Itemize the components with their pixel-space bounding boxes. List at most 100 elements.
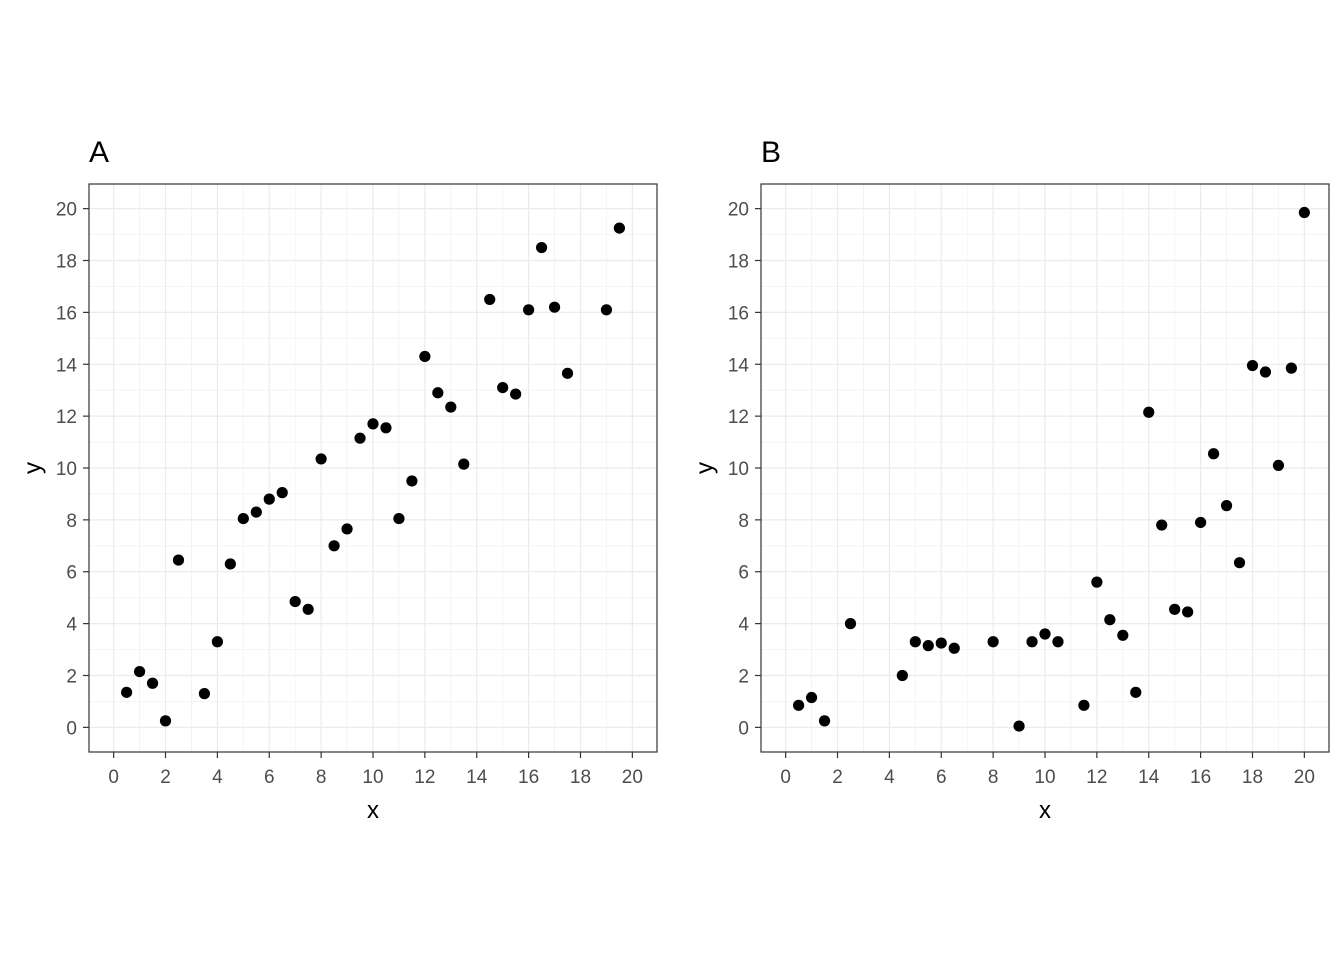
data-point — [146, 677, 159, 689]
data-point — [948, 642, 960, 654]
y-tick-label: 12 — [728, 407, 749, 428]
data-point — [600, 304, 613, 316]
data-point — [1207, 448, 1220, 460]
y-tick-label: 6 — [738, 563, 749, 584]
data-point — [1246, 359, 1259, 372]
data-point — [302, 603, 314, 615]
data-point — [1169, 603, 1181, 615]
panel-title: A — [89, 136, 109, 169]
data-point — [432, 387, 444, 399]
data-point — [935, 637, 947, 649]
x-axis-title: x — [1039, 797, 1051, 824]
y-tick-label: 8 — [738, 511, 749, 532]
data-point — [341, 523, 353, 535]
y-tick-label: 0 — [738, 718, 749, 739]
x-tick-label: 4 — [884, 767, 895, 788]
y-axis-title: y — [692, 462, 719, 474]
x-tick-label: 14 — [466, 767, 488, 788]
data-point — [1259, 366, 1272, 378]
data-point — [315, 453, 327, 465]
data-point — [484, 293, 496, 306]
x-tick-label: 6 — [264, 767, 275, 788]
data-point — [1052, 636, 1064, 648]
data-point — [793, 699, 805, 711]
data-point — [393, 512, 405, 525]
x-tick-label: 10 — [362, 767, 383, 788]
y-tick-label: 4 — [738, 615, 749, 636]
data-point — [909, 636, 921, 648]
data-point — [1182, 606, 1194, 618]
data-point — [1078, 699, 1090, 711]
y-tick-label: 10 — [56, 459, 77, 480]
panel-b: 0 2 4 6 8 10 12 14 16 18 20 0 2 4 6 8 10 12 14 16 18 20 Bx y — [692, 136, 1330, 824]
data-point — [896, 669, 908, 682]
data-point — [1220, 500, 1233, 512]
data-point — [198, 688, 211, 700]
data-point — [922, 640, 934, 652]
data-point — [172, 554, 185, 566]
data-point — [121, 686, 133, 698]
data-point — [844, 618, 857, 630]
data-point — [1117, 629, 1129, 641]
x-tick-label: 6 — [936, 767, 947, 788]
x-tick-label: 18 — [1242, 767, 1263, 788]
data-point — [1026, 636, 1038, 648]
y-tick-label: 18 — [56, 252, 77, 273]
y-tick-label: 8 — [66, 511, 77, 532]
y-tick-label: 6 — [66, 563, 77, 584]
y-tick-label: 2 — [738, 666, 749, 687]
data-point — [613, 222, 625, 234]
x-tick-label: 16 — [1190, 767, 1211, 788]
x-tick-label: 8 — [988, 767, 999, 788]
data-point — [328, 540, 340, 552]
data-point — [1039, 628, 1051, 640]
data-point — [1013, 720, 1025, 732]
data-point — [354, 432, 366, 444]
data-point — [250, 506, 262, 518]
data-point — [263, 493, 275, 505]
data-point — [289, 595, 301, 608]
data-point — [133, 665, 146, 678]
data-point — [1298, 206, 1310, 219]
panel-title: B — [761, 136, 781, 169]
y-tick-label: 20 — [728, 200, 749, 221]
y-tick-label: 20 — [56, 200, 77, 221]
x-tick-label: 20 — [622, 767, 643, 788]
x-tick-label: 0 — [108, 767, 119, 788]
data-point — [380, 422, 392, 434]
x-tick-label: 16 — [518, 767, 539, 788]
data-point — [445, 401, 457, 413]
data-point — [1104, 614, 1116, 626]
panel-a: 0 2 4 6 8 10 12 14 16 18 20 0 2 4 6 8 10 12 14 16 18 20 Ax y — [20, 136, 658, 824]
data-point — [523, 304, 535, 316]
data-point — [497, 381, 509, 394]
y-tick-label: 10 — [728, 459, 749, 480]
data-point — [211, 636, 223, 648]
data-point — [1130, 686, 1142, 698]
x-tick-label: 18 — [570, 767, 591, 788]
x-tick-label: 12 — [414, 767, 435, 788]
data-point — [406, 475, 418, 487]
data-point — [367, 418, 379, 430]
y-tick-label: 16 — [728, 303, 749, 324]
y-tick-label: 0 — [66, 718, 77, 739]
data-point — [159, 715, 172, 727]
y-tick-label: 14 — [728, 355, 750, 376]
data-point — [561, 367, 574, 379]
data-point — [237, 512, 249, 525]
x-tick-label: 10 — [1034, 767, 1055, 788]
data-point — [1156, 519, 1168, 531]
data-point — [224, 558, 236, 570]
x-axis-title: x — [367, 797, 379, 824]
data-point — [987, 636, 999, 648]
x-tick-label: 2 — [160, 767, 171, 788]
data-point — [805, 691, 818, 704]
data-point — [1285, 362, 1297, 374]
x-tick-label: 2 — [832, 767, 843, 788]
data-point — [1195, 516, 1207, 529]
data-point — [548, 301, 561, 313]
y-axis-title: y — [20, 462, 47, 474]
data-point — [458, 458, 470, 470]
y-tick-label: 18 — [728, 252, 749, 273]
